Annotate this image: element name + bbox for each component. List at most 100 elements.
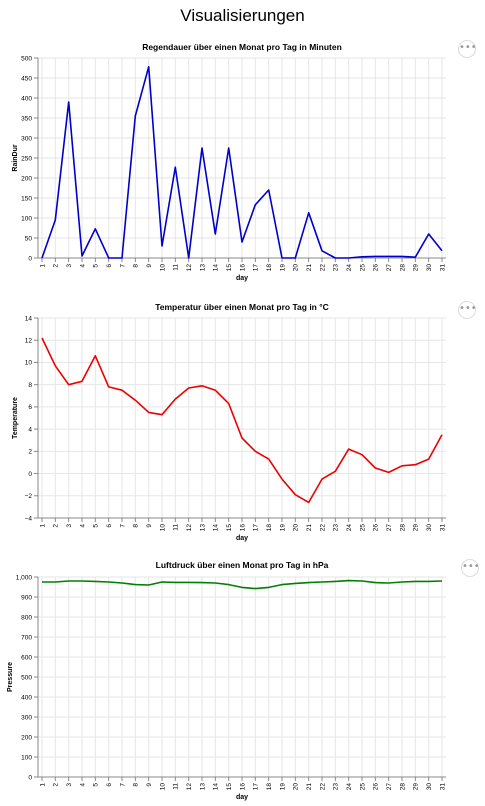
data-point[interactable]: [253, 449, 258, 454]
data-point[interactable]: [106, 256, 111, 261]
data-point[interactable]: [360, 579, 365, 584]
data-point[interactable]: [426, 457, 431, 462]
data-point[interactable]: [93, 226, 98, 231]
data-point[interactable]: [240, 585, 245, 590]
data-point[interactable]: [373, 580, 378, 585]
data-point[interactable]: [373, 254, 378, 259]
data-point[interactable]: [373, 466, 378, 471]
data-point[interactable]: [40, 256, 45, 261]
data-point[interactable]: [213, 388, 218, 393]
data-point[interactable]: [53, 363, 58, 368]
data-point[interactable]: [120, 388, 125, 393]
data-point[interactable]: [266, 457, 271, 462]
data-point[interactable]: [173, 397, 178, 402]
data-point[interactable]: [53, 580, 58, 585]
data-point[interactable]: [240, 436, 245, 441]
data-point[interactable]: [226, 401, 231, 406]
data-point[interactable]: [213, 232, 218, 237]
data-point[interactable]: [213, 581, 218, 586]
data-point[interactable]: [426, 579, 431, 584]
data-point[interactable]: [440, 248, 445, 253]
data-point[interactable]: [293, 581, 298, 586]
data-point[interactable]: [440, 579, 445, 584]
data-point[interactable]: [426, 232, 431, 237]
data-point[interactable]: [160, 580, 165, 585]
data-point[interactable]: [160, 244, 165, 249]
data-point[interactable]: [226, 146, 231, 151]
y-tick-label: 2: [28, 449, 32, 456]
data-point[interactable]: [413, 579, 418, 584]
data-point[interactable]: [266, 188, 271, 193]
data-point[interactable]: [40, 336, 45, 341]
data-point[interactable]: [386, 254, 391, 259]
data-point[interactable]: [253, 586, 258, 591]
x-tick-label: 8: [133, 524, 140, 528]
data-point[interactable]: [266, 585, 271, 590]
data-point[interactable]: [400, 463, 405, 468]
x-tick-label: 23: [333, 264, 340, 272]
data-point[interactable]: [200, 383, 205, 388]
data-point[interactable]: [173, 165, 178, 170]
data-point[interactable]: [200, 580, 205, 585]
data-point[interactable]: [346, 447, 351, 452]
data-point[interactable]: [106, 384, 111, 389]
data-point[interactable]: [413, 255, 418, 260]
data-point[interactable]: [253, 202, 258, 207]
data-point[interactable]: [80, 379, 85, 384]
data-point[interactable]: [293, 256, 298, 261]
data-point[interactable]: [133, 398, 138, 403]
data-point[interactable]: [360, 254, 365, 259]
data-point[interactable]: [66, 382, 71, 387]
chart-menu-button[interactable]: •••: [461, 559, 480, 577]
data-point[interactable]: [93, 579, 98, 584]
data-point[interactable]: [280, 582, 285, 587]
data-point[interactable]: [226, 582, 231, 587]
data-point[interactable]: [306, 210, 311, 215]
data-point[interactable]: [66, 100, 71, 105]
data-point[interactable]: [146, 64, 151, 69]
data-point[interactable]: [160, 412, 165, 417]
data-point[interactable]: [120, 256, 125, 261]
data-point[interactable]: [440, 432, 445, 437]
data-point[interactable]: [333, 256, 338, 261]
data-point[interactable]: [293, 492, 298, 497]
data-point[interactable]: [80, 254, 85, 259]
data-point[interactable]: [333, 469, 338, 474]
data-point[interactable]: [173, 580, 178, 585]
chart-menu-button[interactable]: •••: [458, 40, 477, 58]
data-point[interactable]: [40, 580, 45, 585]
data-point[interactable]: [346, 256, 351, 261]
data-point[interactable]: [133, 114, 138, 119]
data-point[interactable]: [386, 581, 391, 586]
data-point[interactable]: [306, 500, 311, 505]
data-point[interactable]: [186, 580, 191, 585]
data-point[interactable]: [66, 579, 71, 584]
data-point[interactable]: [200, 146, 205, 151]
data-point[interactable]: [320, 477, 325, 482]
data-point[interactable]: [146, 583, 151, 588]
data-point[interactable]: [240, 240, 245, 245]
data-point[interactable]: [400, 254, 405, 259]
data-point[interactable]: [80, 579, 85, 584]
data-point[interactable]: [53, 218, 58, 223]
data-point[interactable]: [400, 580, 405, 585]
data-point[interactable]: [280, 256, 285, 261]
data-point[interactable]: [93, 353, 98, 358]
chart-menu-button[interactable]: •••: [458, 301, 477, 319]
data-point[interactable]: [133, 582, 138, 587]
data-point[interactable]: [360, 452, 365, 457]
data-point[interactable]: [413, 462, 418, 467]
data-point[interactable]: [186, 256, 191, 261]
data-point[interactable]: [106, 580, 111, 585]
data-point[interactable]: [186, 386, 191, 391]
data-point[interactable]: [146, 410, 151, 415]
data-point[interactable]: [333, 579, 338, 584]
data-point[interactable]: [120, 581, 125, 586]
data-point[interactable]: [320, 248, 325, 253]
data-point[interactable]: [306, 580, 311, 585]
data-point[interactable]: [386, 470, 391, 475]
x-tick-label: 27: [386, 264, 393, 272]
data-point[interactable]: [346, 578, 351, 583]
data-point[interactable]: [280, 477, 285, 482]
data-point[interactable]: [320, 580, 325, 585]
